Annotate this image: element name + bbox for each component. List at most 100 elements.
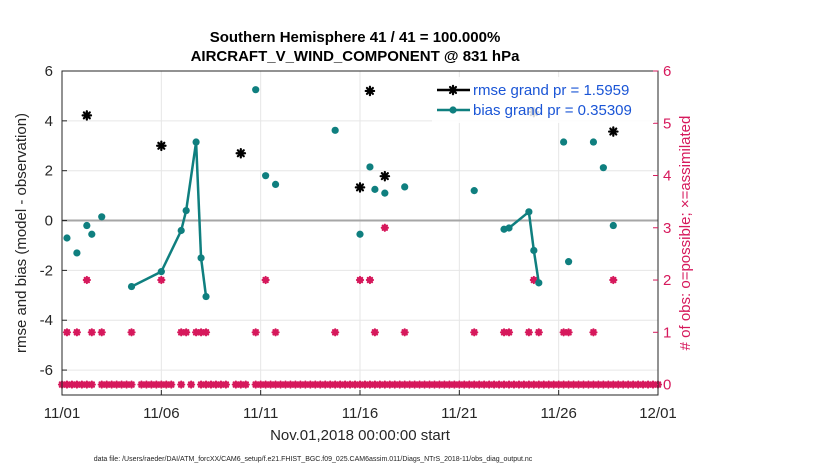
- bias-point-13: [262, 172, 270, 180]
- obs-count-marker-26: [534, 328, 543, 337]
- bias-point-0: [63, 234, 71, 242]
- obs-count-marker-12: [251, 328, 260, 337]
- x-tick-label-0: 11/01: [44, 405, 80, 422]
- bias-segment-5: [199, 257, 208, 297]
- obs-count-marker-20: [400, 328, 409, 337]
- obs-zero-marker-49: [336, 380, 345, 389]
- obs-zero-marker-4: [77, 380, 86, 389]
- obs-zero-marker-95: [564, 380, 573, 389]
- y-tick-label-3: 0: [45, 213, 53, 230]
- bias-point-15: [331, 126, 339, 134]
- rmse-point-2: [235, 147, 247, 159]
- bias-point-24: [525, 208, 533, 216]
- obs-count-marker-2: [82, 275, 91, 285]
- right-y-tick-label-2: 2: [663, 272, 671, 289]
- obs-count-marker-25: [529, 275, 538, 285]
- obs-count-marker-18: [370, 328, 379, 337]
- obs-zero-marker-3: [72, 380, 82, 389]
- y-tick-label-4: 2: [45, 163, 53, 180]
- obs-zero-marker-106: [619, 380, 628, 389]
- right-y-axis-label: # of obs: o=possible; ×=assimilated: [677, 116, 694, 351]
- obs-count-marker-11: [201, 328, 211, 337]
- bias-point-14: [271, 180, 280, 188]
- obs-zero-marker-36: [271, 380, 280, 389]
- bias-segment-3: [184, 141, 198, 211]
- bias-point-6: [157, 268, 165, 276]
- obs-zero-marker-65: [415, 380, 424, 389]
- obs-zero-marker-45: [316, 380, 325, 389]
- rmse-point-5: [379, 170, 391, 182]
- obs-count-marker-7: [177, 328, 186, 337]
- obs-zero-marker-74: [460, 380, 469, 389]
- obs-count-marker-29: [589, 328, 598, 337]
- obs-zero-marker-51: [345, 380, 355, 389]
- bias-point-5: [127, 282, 136, 291]
- obs-zero-marker-75: [465, 380, 474, 389]
- obs-count-marker-0: [62, 328, 72, 337]
- right-y-tick-labels: 0 1 2 3 4 5 6: [663, 63, 671, 394]
- obs-zero-marker-34: [261, 380, 270, 389]
- obs-zero-marker-26: [211, 380, 221, 389]
- obs-zero-marker-110: [638, 380, 648, 389]
- bias-point-3: [88, 230, 96, 238]
- obs-count-marker-6: [157, 275, 166, 285]
- bias-point-18: [371, 185, 379, 193]
- y-tick-label-1: -4: [40, 312, 53, 329]
- obs-zero-marker-31: [241, 380, 250, 389]
- bias-point-28: [565, 258, 573, 266]
- legend-box: [432, 77, 654, 123]
- obs-zero-marker-77: [475, 380, 484, 389]
- x-tick-label-2: 11/11: [243, 405, 278, 422]
- bias-segment-8: [527, 211, 536, 251]
- x-tick-label-4: 11/21: [441, 405, 477, 422]
- obs-count-marker-13: [261, 275, 270, 285]
- right-y-tick-label-6: 6: [663, 63, 671, 80]
- obs-count-marker-14: [271, 328, 280, 337]
- bias-point-9: [192, 138, 200, 146]
- obs-zero-marker-22: [187, 380, 196, 389]
- obs-count-marker-1: [72, 328, 82, 337]
- obs-count-marker-4: [97, 328, 106, 337]
- rmse-point-4: [364, 85, 376, 97]
- bias-point-25: [530, 246, 538, 255]
- obs-zero-marker-109: [634, 380, 643, 389]
- x-axis-label: Nov.01,2018 00:00:00 start: [270, 427, 451, 444]
- y-tick-labels: -6 -4 -2 0 2 4 6: [40, 63, 53, 379]
- right-y-tick-label-0: 0: [663, 377, 671, 394]
- legend: rmse grand pr = 1.5959 bias grand pr = 0…: [432, 77, 654, 123]
- obs-count-marker-19: [380, 223, 389, 232]
- x-tick-label-6: 12/01: [639, 405, 677, 422]
- obs-count-marker-16: [355, 275, 365, 285]
- y-tick-label-2: -2: [40, 262, 53, 279]
- bias-point-29: [589, 138, 598, 146]
- obs-count-marker-5: [127, 328, 136, 337]
- bias-point-1: [73, 249, 81, 257]
- obs-zero-marker-50: [341, 380, 350, 389]
- obs-zero-marker-6: [87, 380, 96, 389]
- bias-point-31: [609, 221, 617, 230]
- bias-point-30: [599, 164, 607, 172]
- obs-count-marker-17: [365, 275, 375, 285]
- x-tick-labels: 11/01 11/06 11/11 11/16 11/21 11/26 12/01: [44, 405, 677, 422]
- obs-zero-marker-64: [410, 380, 419, 389]
- rmse-point-1: [156, 140, 167, 152]
- bias-point-17: [366, 163, 374, 171]
- bias-point-12: [252, 86, 260, 94]
- bias-series-points: [63, 86, 617, 301]
- legend-rmse-label: rmse grand pr = 1.5959: [473, 82, 629, 99]
- chart-title-line2: AIRCRAFT_V_WIND_COMPONENT @ 831 hPa: [191, 48, 521, 65]
- obs-zero-marker-20: [167, 380, 176, 389]
- obs-zero-marker-30: [236, 380, 245, 389]
- obs-zero-marker-21: [177, 380, 186, 389]
- obs-count-marker-3: [87, 328, 96, 337]
- bias-point-10: [197, 254, 205, 262]
- obs-count-marker-24: [524, 328, 533, 337]
- obs-zero-marker-93: [554, 380, 563, 389]
- bias-point-26: [535, 279, 543, 287]
- obs-zero-marker-53: [355, 380, 365, 389]
- obs-zero-marker-28: [221, 380, 230, 389]
- bias-segment-0: [130, 270, 162, 288]
- obs-zero-marker-13: [127, 380, 136, 389]
- bias-point-23: [505, 224, 513, 232]
